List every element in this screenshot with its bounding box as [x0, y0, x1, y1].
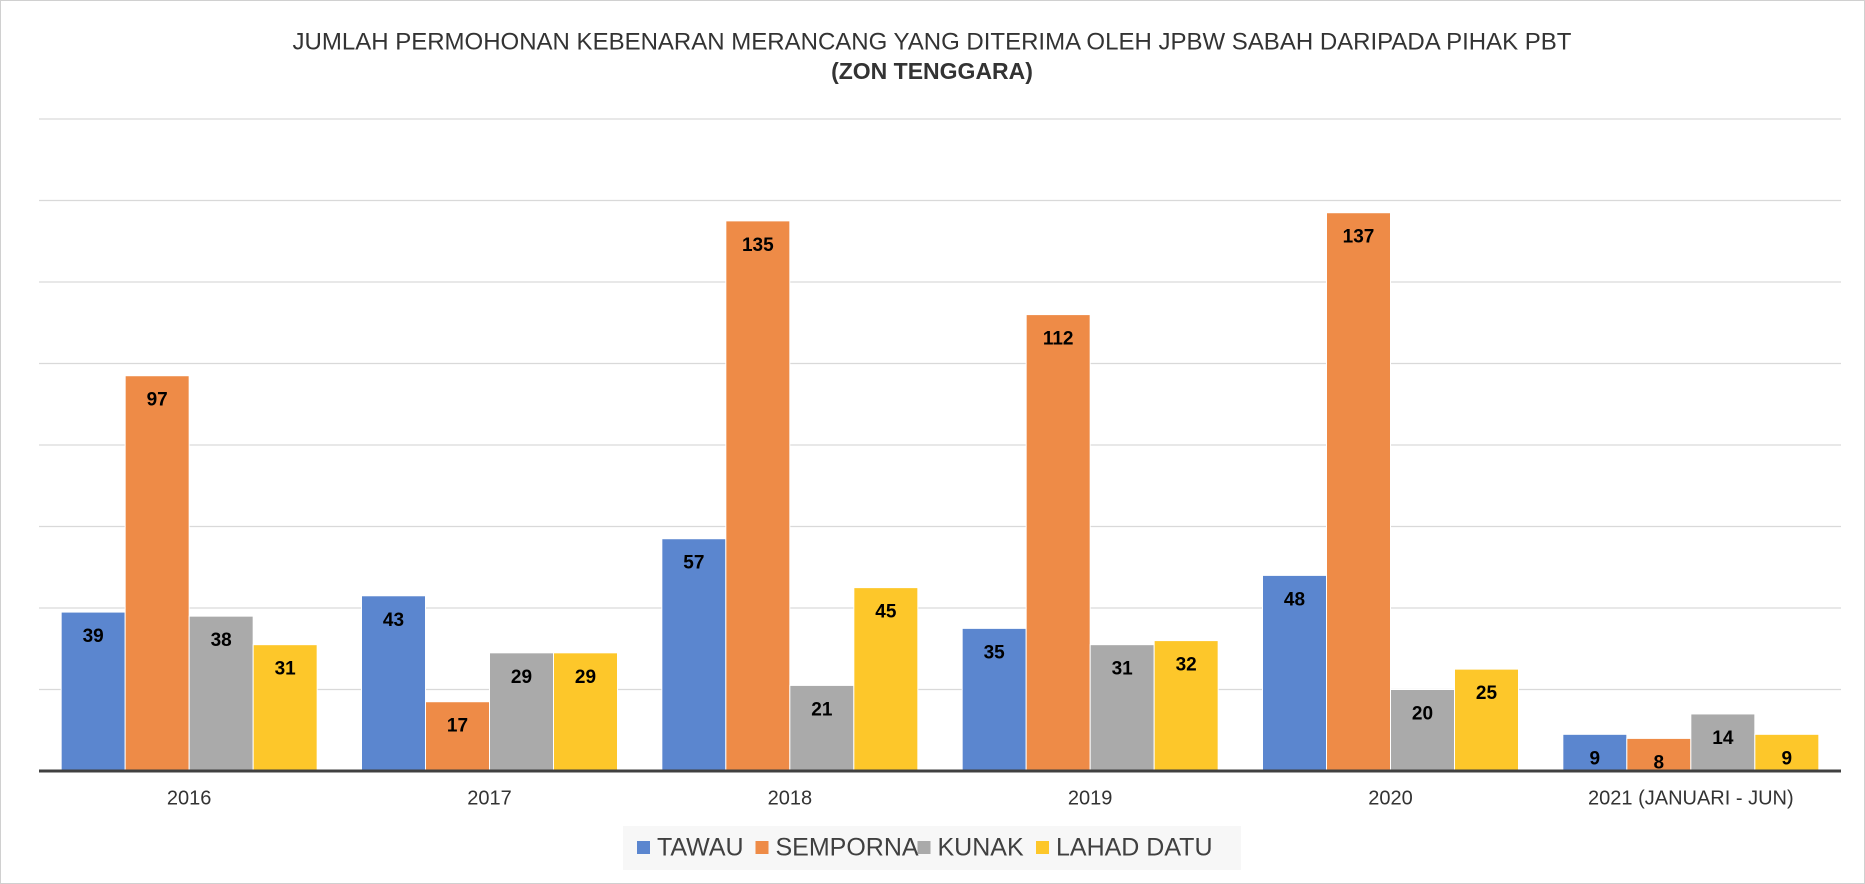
bar	[726, 221, 790, 771]
data-label: 97	[147, 390, 168, 411]
data-label: 32	[1176, 655, 1197, 676]
data-label: 31	[1112, 659, 1134, 680]
legend-swatch	[1036, 841, 1049, 854]
data-label: 48	[1284, 589, 1305, 610]
data-label: 57	[683, 553, 704, 574]
bar	[1391, 690, 1455, 772]
data-label: 39	[83, 626, 104, 647]
data-label: 45	[875, 602, 897, 623]
chart-title: JUMLAH PERMOHONAN KEBENARAN MERANCANG YA…	[293, 28, 1572, 55]
chart: JUMLAH PERMOHONAN KEBENARAN MERANCANG YA…	[0, 0, 1865, 884]
legend-label: LAHAD DATU	[1056, 834, 1213, 862]
data-label: 29	[511, 667, 532, 688]
data-label: 43	[383, 610, 404, 631]
data-label: 112	[1043, 329, 1074, 350]
legend-label: SEMPORNA	[776, 834, 919, 862]
legend-swatch	[637, 841, 650, 854]
data-label: 31	[275, 659, 297, 680]
data-label: 35	[984, 642, 1006, 663]
data-label: 9	[1782, 748, 1793, 769]
x-tick-label: 2016	[167, 787, 212, 809]
chart-subtitle: (ZON TENGGARA)	[831, 58, 1033, 84]
bar	[1327, 213, 1391, 771]
data-label: 17	[447, 716, 468, 737]
data-label: 29	[575, 667, 596, 688]
data-label: 14	[1712, 728, 1734, 749]
x-tick-label: 2021 (JANUARI - JUN)	[1588, 787, 1794, 809]
x-tick-label: 2020	[1368, 787, 1413, 809]
data-label: 137	[1343, 227, 1375, 248]
data-label: 20	[1412, 704, 1433, 725]
bar	[125, 376, 189, 771]
legend-label: KUNAK	[938, 834, 1024, 862]
data-label: 21	[811, 699, 833, 720]
data-label: 38	[211, 630, 232, 651]
data-label: 25	[1476, 683, 1498, 704]
x-tick-label: 2019	[1068, 787, 1113, 809]
data-label: 135	[742, 235, 774, 256]
bar	[1026, 315, 1090, 771]
data-label: 9	[1590, 748, 1601, 769]
x-tick-label: 2017	[467, 787, 512, 809]
legend-swatch	[918, 841, 931, 854]
bar	[790, 685, 854, 771]
legend-swatch	[756, 841, 769, 854]
legend-label: TAWAU	[657, 834, 744, 862]
x-tick-label: 2018	[768, 787, 813, 809]
